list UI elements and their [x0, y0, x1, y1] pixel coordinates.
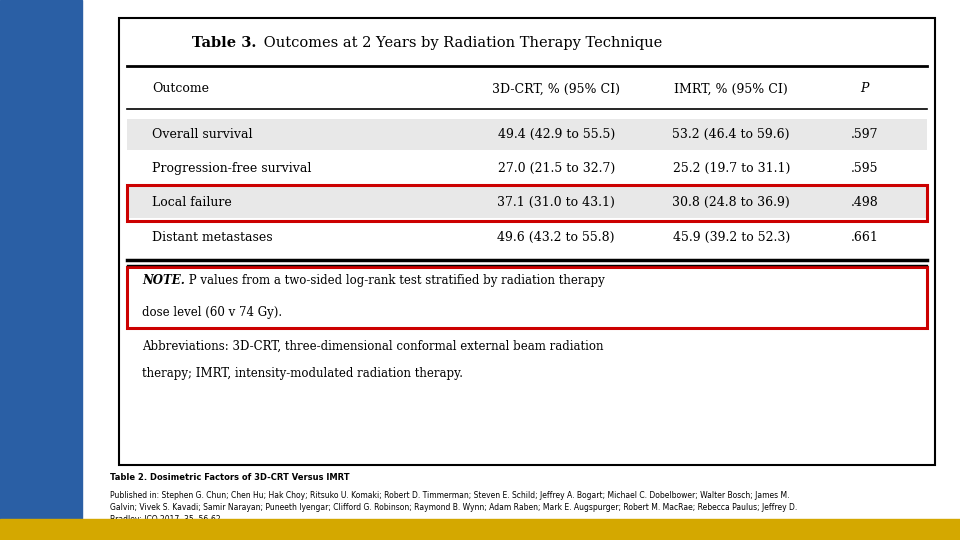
- Text: DOI: 10.1200/JCO.2016.69.1378: DOI: 10.1200/JCO.2016.69.1378: [110, 526, 231, 535]
- Text: Distant metastases: Distant metastases: [152, 231, 273, 244]
- Text: Outcomes at 2 Years by Radiation Therapy Technique: Outcomes at 2 Years by Radiation Therapy…: [259, 36, 662, 50]
- FancyBboxPatch shape: [127, 153, 927, 184]
- FancyBboxPatch shape: [127, 221, 927, 253]
- Text: Bradley; JCO 2017, 35, 56-62.: Bradley; JCO 2017, 35, 56-62.: [110, 515, 224, 524]
- Text: Abbreviations: 3D-CRT, three-dimensional conformal external beam radiation: Abbreviations: 3D-CRT, three-dimensional…: [142, 340, 604, 353]
- FancyBboxPatch shape: [127, 119, 927, 150]
- Text: P values from a two-sided log-rank test stratified by radiation therapy: P values from a two-sided log-rank test …: [185, 274, 605, 287]
- Text: therapy; IMRT, intensity-modulated radiation therapy.: therapy; IMRT, intensity-modulated radia…: [142, 368, 463, 381]
- Text: 25.2 (19.7 to 31.1): 25.2 (19.7 to 31.1): [673, 162, 790, 175]
- Text: 37.1 (31.0 to 43.1): 37.1 (31.0 to 43.1): [497, 197, 615, 210]
- FancyBboxPatch shape: [127, 267, 927, 328]
- Text: IMRT, % (95% CI): IMRT, % (95% CI): [674, 82, 788, 95]
- FancyBboxPatch shape: [127, 187, 927, 218]
- Text: .661: .661: [851, 231, 878, 244]
- Text: Table 2. Dosimetric Factors of 3D-CRT Versus IMRT: Table 2. Dosimetric Factors of 3D-CRT Ve…: [110, 473, 350, 482]
- Text: 45.9 (39.2 to 52.3): 45.9 (39.2 to 52.3): [673, 231, 790, 244]
- Text: .597: .597: [851, 128, 878, 141]
- Text: .595: .595: [851, 162, 878, 175]
- Text: P: P: [860, 82, 869, 95]
- FancyBboxPatch shape: [119, 18, 935, 465]
- Text: Outcome: Outcome: [152, 82, 209, 95]
- Text: 27.0 (21.5 to 32.7): 27.0 (21.5 to 32.7): [497, 162, 614, 175]
- Text: NOTE.: NOTE.: [142, 274, 185, 287]
- Text: dose level (60 v 74 Gy).: dose level (60 v 74 Gy).: [142, 306, 282, 319]
- Text: 53.2 (46.4 to 59.6): 53.2 (46.4 to 59.6): [672, 128, 790, 141]
- Text: Progression-free survival: Progression-free survival: [152, 162, 311, 175]
- Text: Copyright © 2016 American Society of Clinical Oncology: Copyright © 2016 American Society of Cli…: [110, 536, 327, 540]
- Text: 49.4 (42.9 to 55.5): 49.4 (42.9 to 55.5): [497, 128, 614, 141]
- Text: 49.6 (43.2 to 55.8): 49.6 (43.2 to 55.8): [497, 231, 615, 244]
- Text: Table 3.: Table 3.: [192, 36, 256, 50]
- Text: Overall survival: Overall survival: [152, 128, 252, 141]
- Text: 30.8 (24.8 to 36.9): 30.8 (24.8 to 36.9): [672, 197, 790, 210]
- Text: Galvin; Vivek S. Kavadi; Samir Narayan; Puneeth Iyengar; Clifford G. Robinson; R: Galvin; Vivek S. Kavadi; Samir Narayan; …: [110, 503, 798, 512]
- Text: Local failure: Local failure: [152, 197, 231, 210]
- Text: 3D-CRT, % (95% CI): 3D-CRT, % (95% CI): [492, 82, 620, 95]
- Text: .498: .498: [851, 197, 878, 210]
- Text: Published in: Stephen G. Chun; Chen Hu; Hak Choy; Ritsuko U. Komaki; Robert D. T: Published in: Stephen G. Chun; Chen Hu; …: [110, 491, 790, 500]
